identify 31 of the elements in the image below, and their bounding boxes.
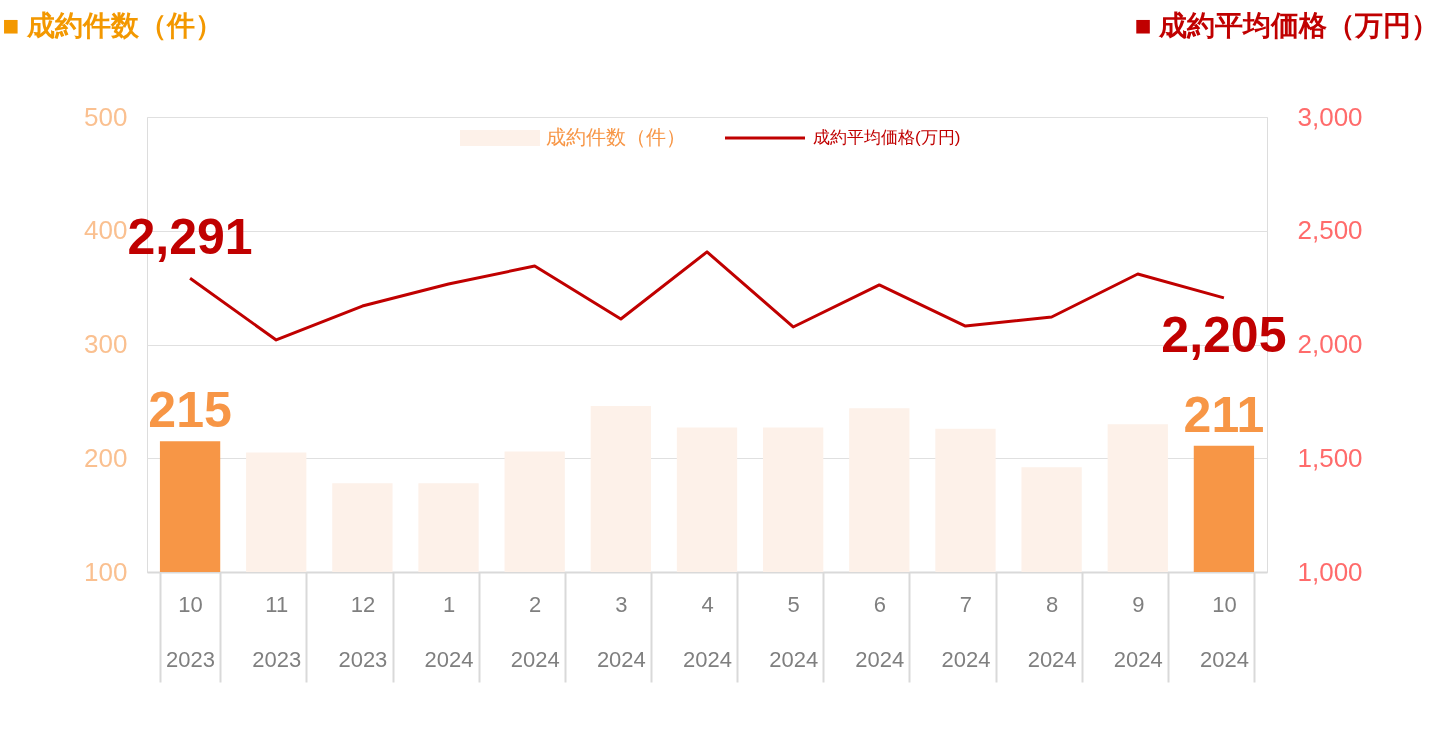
data-label: 215 <box>148 382 232 439</box>
category-label: 7 2024 <box>941 591 991 672</box>
category-label: 3 2024 <box>596 591 646 672</box>
category-label: 11 2023 <box>252 591 302 672</box>
data-label: 2,205 <box>1161 306 1287 363</box>
y2-tick-label: 1,000 <box>1297 556 1363 587</box>
category-label: 2 2024 <box>510 591 560 672</box>
y-tick-label: 100 <box>84 556 128 587</box>
category-label: 12 2023 <box>338 591 388 672</box>
y2-tick-label: 2,000 <box>1297 329 1363 359</box>
y-tick-label: 500 <box>84 101 128 132</box>
y-tick-label: 400 <box>84 215 128 246</box>
y-axis-title: ■ 成約件数（件） <box>2 9 224 41</box>
category-label: 4 2024 <box>683 591 732 672</box>
category-label: 6 2024 <box>855 591 905 672</box>
data-label: 2,291 <box>127 209 253 266</box>
legend-label: 成約平均価格(万円) <box>813 128 961 147</box>
category-label: 10 2023 <box>166 591 216 672</box>
data-label: 211 <box>1183 386 1265 443</box>
y2-tick-label: 2,500 <box>1297 215 1363 246</box>
category-label: 5 2024 <box>769 591 819 672</box>
category-label: 9 2024 <box>1113 591 1163 672</box>
category-label: 8 2024 <box>1027 591 1077 672</box>
y2-tick-label: 3,000 <box>1297 101 1363 132</box>
y-tick-label: 300 <box>84 329 128 359</box>
y2-tick-label: 1,500 <box>1297 442 1363 473</box>
category-label: 1 2024 <box>424 591 474 672</box>
y-tick-label: 200 <box>84 442 128 473</box>
category-label: 10 2024 <box>1199 591 1249 672</box>
legend-label: 成約件数（件） <box>546 126 686 148</box>
y2-axis-title: ■ 成約平均価格（万円） <box>1134 9 1440 41</box>
